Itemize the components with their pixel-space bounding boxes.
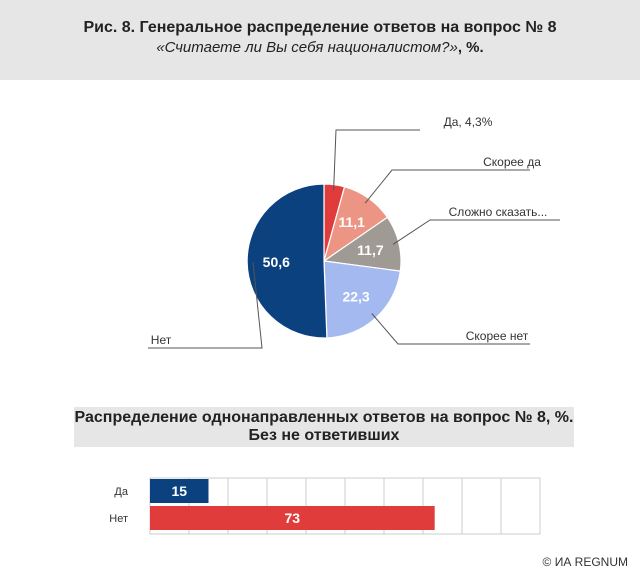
pie-category-label: Да, 4,3% [444,115,493,129]
bar [150,506,435,530]
bar-value-label: 73 [285,510,301,526]
bar-category-label: Да [114,486,128,498]
bar-category-label: Нет [109,513,128,525]
subtitle-suffix: , %. [457,39,484,56]
pie-leader-line [371,313,530,345]
pie-slice [246,183,328,339]
pie-category-label: Нет [151,333,172,347]
pie-value-label: 22,3 [342,288,369,304]
pie-leader-line [392,219,560,245]
copyright: © ИА REGNUM [542,555,628,569]
subtitle-question: «Считаете ли Вы себя националистом?» [156,39,458,56]
bar [150,479,209,503]
pie-leader-line [364,169,530,204]
pie-leader-line [333,129,420,191]
pie-chart-area: Да, 4,3% 11,1 Скорее да 11,7 Сложно сказать.… [0,80,640,390]
pie-value-label: 50,6 [263,254,290,270]
chart-header: Рис. 8. Генеральное распределение ответо… [0,0,640,80]
bar-chart-header: Распределение однонаправленных ответов н… [74,407,574,447]
bar-chart-area: Да 15 Нет 73 [100,470,560,540]
pie-value-label: 11,7 [357,242,384,258]
chart-title: Рис. 8. Генеральное распределение ответо… [83,19,557,36]
bar-chart: Да 15 Нет 73 [109,477,541,535]
pie-leader-line [148,262,263,349]
pie-category-label: Скорее нет [466,329,529,343]
pie-category-label: Скорее да [483,155,541,169]
bar-chart-title: Распределение однонаправленных ответов н… [74,409,574,426]
pie-category-label: Сложно сказать... [449,205,548,219]
bar-chart-subtitle: Без не ответивших [248,427,400,444]
pie-value-label: 11,1 [338,214,365,230]
bar-value-label: 15 [172,483,188,499]
chart-subtitle: «Считаете ли Вы себя националистом?», %. [0,38,640,58]
pie-chart: Да, 4,3% 11,1 Скорее да 11,7 Сложно сказать.… [148,115,560,349]
